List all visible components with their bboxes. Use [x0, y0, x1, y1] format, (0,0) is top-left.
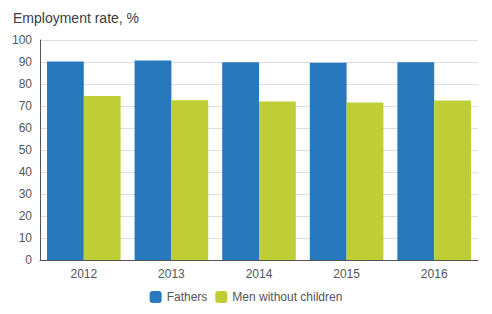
svg-text:2016: 2016 — [421, 267, 448, 281]
svg-text:Employment rate, %: Employment rate, % — [13, 10, 139, 26]
svg-text:30: 30 — [19, 187, 33, 201]
svg-text:40: 40 — [19, 165, 33, 179]
svg-text:80: 80 — [19, 77, 33, 91]
svg-text:2013: 2013 — [158, 267, 185, 281]
svg-text:10: 10 — [19, 231, 33, 245]
svg-text:100: 100 — [12, 33, 32, 47]
svg-text:70: 70 — [19, 99, 33, 113]
svg-text:50: 50 — [19, 143, 33, 157]
svg-text:90: 90 — [19, 55, 33, 69]
svg-text:2014: 2014 — [246, 267, 273, 281]
svg-text:2015: 2015 — [333, 267, 360, 281]
svg-text:20: 20 — [19, 209, 33, 223]
svg-text:60: 60 — [19, 121, 33, 135]
svg-text:2012: 2012 — [70, 267, 97, 281]
svg-text:Men without children: Men without children — [232, 290, 342, 304]
svg-text:0: 0 — [25, 253, 32, 267]
svg-text:Fathers: Fathers — [167, 290, 208, 304]
